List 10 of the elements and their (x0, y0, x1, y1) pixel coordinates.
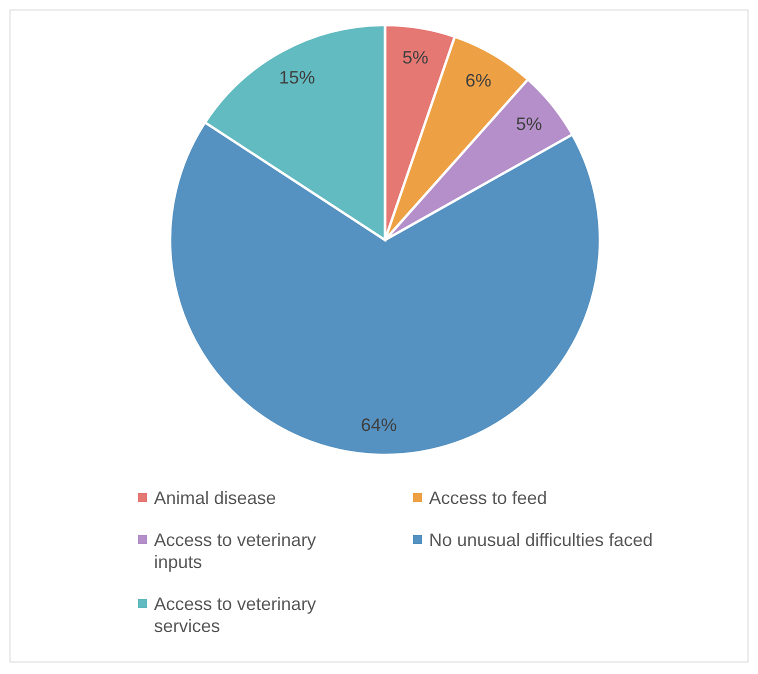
data-label: 64% (360, 414, 397, 435)
data-label: 15% (278, 67, 316, 88)
legend-label: Access to veterinary inputs (154, 530, 316, 572)
data-label: 5% (402, 48, 428, 68)
data-label: 5% (516, 114, 542, 134)
legend-label: Access to veterinary services (154, 594, 316, 636)
data-label: 6% (465, 70, 492, 90)
legend-label: No unusual difficulties faced (429, 530, 653, 550)
legend-label: Access to feed (429, 488, 548, 508)
legend-label: Animal disease (154, 488, 276, 508)
